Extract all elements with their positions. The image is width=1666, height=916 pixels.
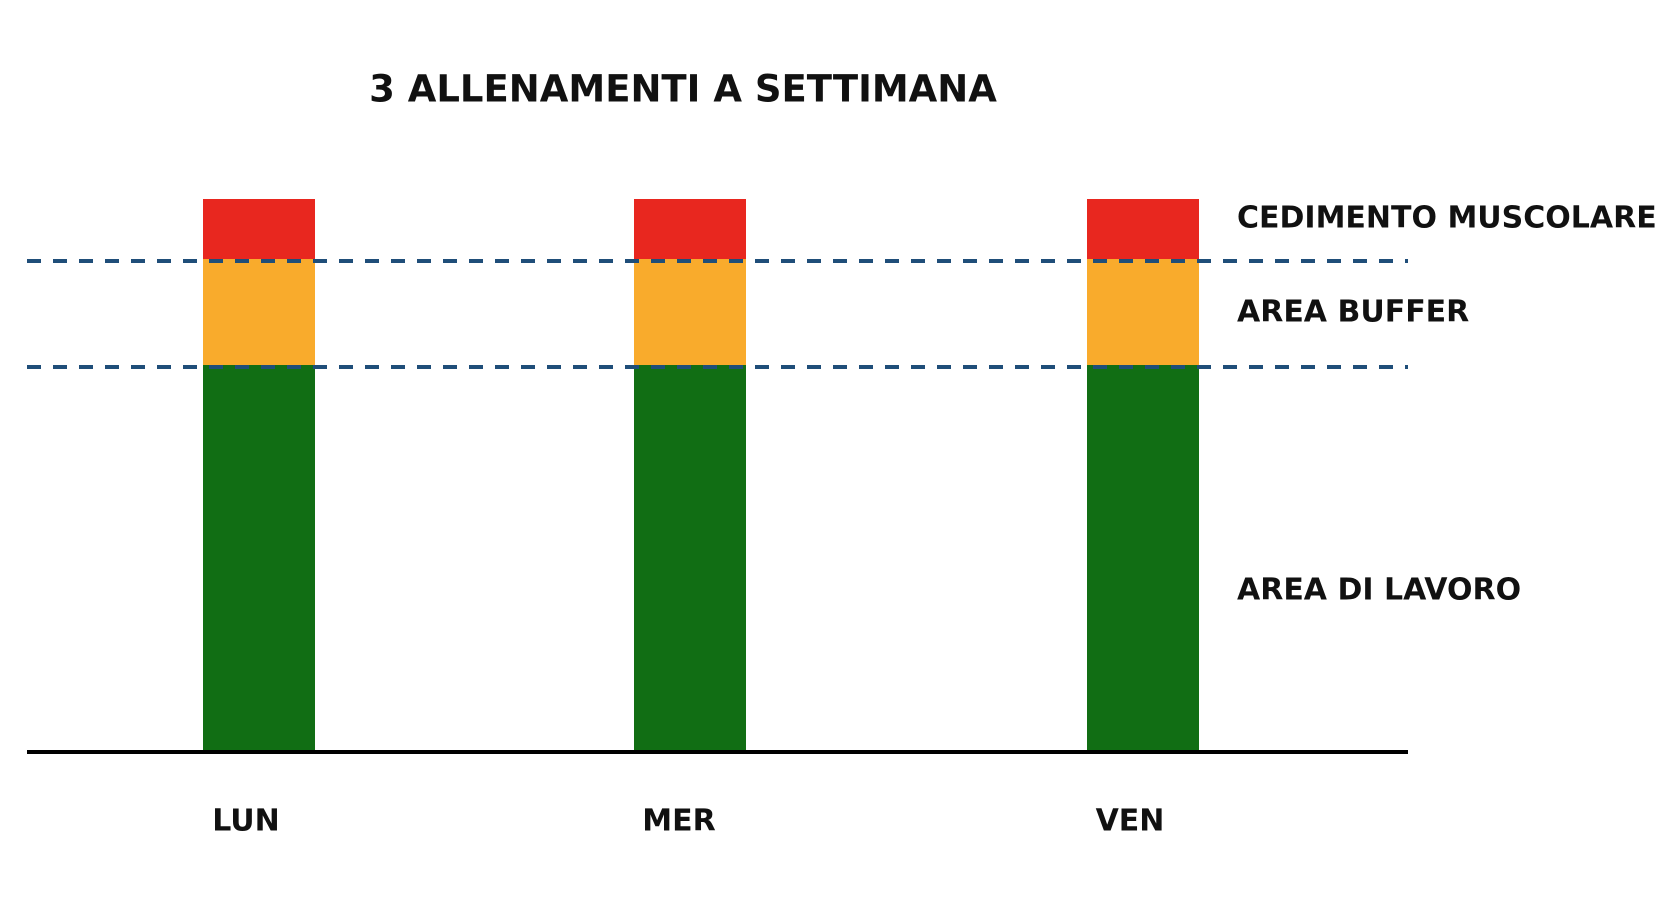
zone-work (203, 365, 315, 752)
zone-buffer (1087, 259, 1199, 365)
day-label: LUN (212, 804, 280, 839)
zone-label: AREA BUFFER (1237, 295, 1469, 330)
zone-label: AREA DI LAVORO (1237, 573, 1521, 608)
zone-work (1087, 365, 1199, 752)
bar-mer (634, 199, 746, 752)
zone-label: CEDIMENTO MUSCOLARE (1237, 201, 1657, 236)
day-label: VEN (1096, 804, 1165, 839)
zone-buffer (203, 259, 315, 365)
title: 3 ALLENAMENTI A SETTIMANA (369, 68, 997, 111)
zone-buffer (634, 259, 746, 365)
zone-failure (203, 199, 315, 259)
zone-failure (1087, 199, 1199, 259)
day-label: MER (642, 804, 715, 839)
zone-failure (634, 199, 746, 259)
bar-ven (1087, 199, 1199, 752)
zone-work (634, 365, 746, 752)
bar-lun (203, 199, 315, 752)
